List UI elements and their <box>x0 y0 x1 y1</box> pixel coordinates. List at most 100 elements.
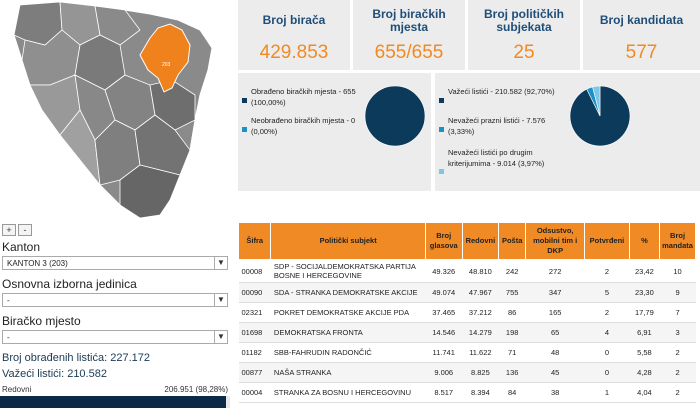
table-row[interactable]: 00008 SDP - SOCIJALDEMOKRATSKA PARTIJA B… <box>238 259 696 283</box>
cell-seats: 10 <box>659 259 696 283</box>
col-header[interactable]: Broj glasova <box>424 222 463 260</box>
legend-processed: Obrađeno biračkih mjesta - 655 (100,00%) <box>251 87 356 107</box>
cell-code: 01182 <box>238 342 271 363</box>
bm-label: Biračko mjesto <box>2 314 81 328</box>
results-table-wrap[interactable]: Šifra Politički subjekt Broj glasova Red… <box>237 222 700 408</box>
pie-chart-ballots <box>569 85 631 147</box>
kanton-select[interactable]: KANTON 3 (203) ▼ <box>2 256 228 270</box>
map-panel[interactable]: 203 <box>0 0 232 220</box>
redovni-value: 206.951 (98,28%) <box>164 385 228 394</box>
cell-confirmed: 2 <box>584 302 630 323</box>
cell-mail: 84 <box>498 382 526 403</box>
stat-polling-stations: Broj biračkih mjesta 655/655 <box>353 0 465 70</box>
map-region-selected-label: 203 <box>162 62 171 68</box>
processed-ballots: Broj obrađenih listića: 227.172 <box>2 352 150 364</box>
stat-title: Broj biračkih mjesta <box>372 7 446 34</box>
cell-percent: 23,42 <box>629 259 660 283</box>
cell-code: 00877 <box>238 362 271 383</box>
col-header[interactable]: Politički subjekt <box>270 222 426 260</box>
oij-label: Osnovna izborna jedinica <box>2 277 137 291</box>
cell-votes: 8.517 <box>425 382 462 403</box>
cell-party: SDA - STRANKA DEMOKRATSKE AKCIJE <box>270 282 426 303</box>
cell-votes: 9.006 <box>425 362 462 383</box>
redovni-label: Redovni <box>2 385 32 394</box>
redovni-progress-fill <box>0 396 227 408</box>
cell-percent: 4,28 <box>629 362 660 383</box>
cell-code: 00090 <box>238 282 271 303</box>
cell-votes: 49.074 <box>425 282 462 303</box>
table-row[interactable]: 00004 STRANKA ZA BOSNU I HERCEGOVINU 8.5… <box>238 382 696 403</box>
col-header[interactable]: Odsustvo, mobilni tim i DKP <box>525 222 586 260</box>
table-row[interactable]: 02321 POKRET DEMOKRATSKE AKCIJE PDA 37.4… <box>238 302 696 323</box>
oij-select[interactable]: - ▼ <box>2 293 228 307</box>
cell-seats: 2 <box>659 342 696 363</box>
cell-confirmed: 2 <box>584 259 630 283</box>
stat-voters: Broj birača 429.853 <box>238 0 350 70</box>
stat-value: 577 <box>625 42 658 63</box>
chevron-down-icon[interactable]: ▼ <box>214 294 227 306</box>
legend-swatch <box>439 98 444 103</box>
legend-unprocessed: Neobrađeno biračkih mjesta - 0 (0,00%) <box>251 116 356 136</box>
map-region[interactable] <box>94 5 141 46</box>
cell-absentee: 347 <box>525 282 585 303</box>
col-header[interactable]: Šifra <box>237 222 272 260</box>
cell-party: SBB-FAHRUDIN RADONČIĆ <box>270 342 426 363</box>
cell-code: 02321 <box>238 302 271 323</box>
zoom-in-button[interactable]: + <box>2 224 16 236</box>
bih-map[interactable]: 203 <box>0 0 232 220</box>
cell-party: SDP - SOCIJALDEMOKRATSKA PARTIJA BOSNE I… <box>270 259 426 283</box>
cell-absentee: 65 <box>525 322 585 343</box>
pie-processing-slice <box>364 85 426 147</box>
stat-candidates: Broj kandidata 577 <box>583 0 700 70</box>
cell-votes: 11.741 <box>425 342 462 363</box>
cell-party: POKRET DEMOKRATSKE AKCIJE PDA <box>270 302 426 323</box>
redovni-row: Redovni 206.951 (98,28%) <box>2 385 228 394</box>
legend-swatch <box>439 169 444 174</box>
cell-absentee: 48 <box>525 342 585 363</box>
cell-mail: 86 <box>498 302 526 323</box>
stat-value: 429.853 <box>259 42 329 63</box>
col-header[interactable]: Potvrđeni <box>584 222 630 260</box>
col-header[interactable]: Redovni <box>461 222 500 260</box>
cell-regular: 37.212 <box>462 302 499 323</box>
cell-confirmed: 5 <box>584 282 630 303</box>
col-header[interactable]: % <box>628 222 661 260</box>
cell-code: 00004 <box>238 382 271 403</box>
cell-code: 01698 <box>238 322 271 343</box>
cell-percent: 23,30 <box>629 282 660 303</box>
table-row[interactable]: 00090 SDA - STRANKA DEMOKRATSKE AKCIJE 4… <box>238 282 696 303</box>
bm-select-value: - <box>7 333 10 342</box>
cell-percent: 17,79 <box>629 302 660 323</box>
cell-mail: 71 <box>498 342 526 363</box>
cell-percent: 6,91 <box>629 322 660 343</box>
bm-select[interactable]: - ▼ <box>2 330 228 344</box>
stat-value: 25 <box>513 42 535 63</box>
col-header[interactable]: Pošta <box>498 222 527 260</box>
zoom-out-button[interactable]: - <box>18 224 32 236</box>
pie-chart-processing <box>364 85 426 147</box>
table-header-row: Šifra Politički subjekt Broj glasova Red… <box>237 222 696 260</box>
cell-seats: 3 <box>659 322 696 343</box>
col-header[interactable]: Broj mandata <box>659 222 696 260</box>
chevron-down-icon[interactable]: ▼ <box>214 257 227 269</box>
table-row[interactable]: 00877 NAŠA STRANKA 9.006 8.825 136 45 0 … <box>238 362 696 383</box>
cell-absentee: 38 <box>525 382 585 403</box>
cell-seats: 2 <box>659 382 696 403</box>
map-region[interactable] <box>119 164 181 219</box>
stat-title: Broj birača <box>262 13 326 27</box>
cell-absentee: 45 <box>525 362 585 383</box>
cell-votes: 49.326 <box>425 259 462 283</box>
map-region-selected[interactable] <box>139 23 191 93</box>
cell-party: DEMOKRATSKA FRONTA <box>270 322 426 343</box>
cell-confirmed: 0 <box>584 342 630 363</box>
cell-regular: 14.279 <box>462 322 499 343</box>
table-row[interactable]: 01698 DEMOKRATSKA FRONTA 14.546 14.279 1… <box>238 322 696 343</box>
legend-valid: Važeći listići - 210.582 (92,70%) <box>448 87 555 96</box>
cell-mail: 242 <box>498 259 526 283</box>
kanton-label: Kanton <box>2 240 41 254</box>
oij-select-value: - <box>7 296 10 305</box>
cell-regular: 11.622 <box>462 342 499 363</box>
table-row[interactable]: 01182 SBB-FAHRUDIN RADONČIĆ 11.741 11.62… <box>238 342 696 363</box>
cell-regular: 48.810 <box>462 259 499 283</box>
chevron-down-icon[interactable]: ▼ <box>214 331 227 343</box>
